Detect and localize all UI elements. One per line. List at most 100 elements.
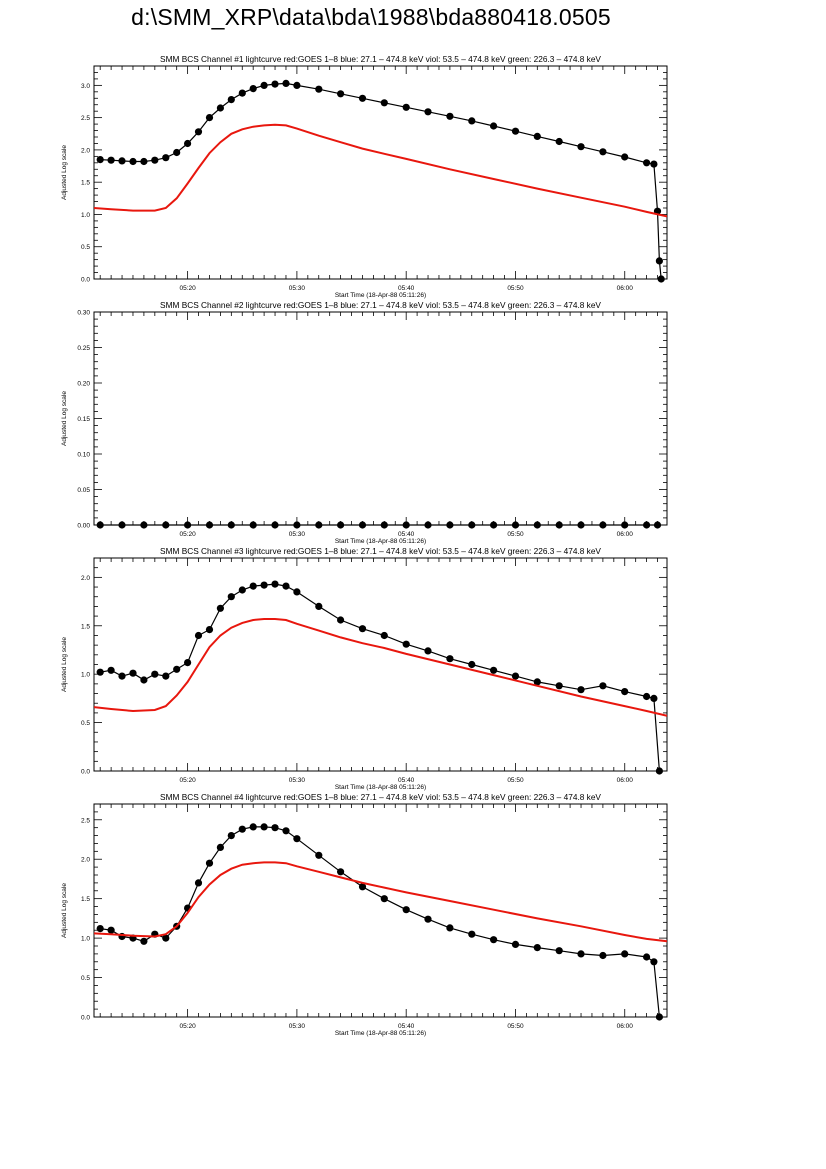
data-point [227, 832, 235, 840]
data-point [599, 148, 607, 156]
series-red [94, 618, 667, 717]
plot-frame [93, 803, 668, 1018]
data-point [511, 672, 520, 680]
y-tick-label: 1.0 [81, 212, 90, 219]
data-point [358, 94, 367, 102]
data-point [96, 668, 104, 676]
data-point [650, 958, 658, 966]
data-point [315, 521, 323, 529]
data-point [533, 521, 541, 529]
data-point [184, 521, 192, 529]
data-point [173, 665, 181, 673]
data-point [129, 669, 137, 677]
data-point [96, 925, 104, 933]
data-point [238, 586, 246, 594]
y-axis-label: Adjusted Log scale [61, 883, 68, 938]
data-point [657, 275, 665, 283]
y-axis-label: Adjusted Log scale [61, 391, 68, 446]
data-point [621, 521, 629, 529]
y-tick-label: 1.0 [81, 672, 90, 679]
data-point [118, 672, 126, 680]
data-point [271, 521, 279, 529]
data-point [490, 521, 498, 529]
data-point [249, 85, 257, 93]
y-tick-label: 0.5 [81, 244, 90, 251]
y-tick-label: 1.5 [81, 180, 90, 187]
x-tick-label: 06:00 [617, 531, 634, 538]
data-point [337, 90, 345, 98]
data-point [358, 625, 367, 633]
y-tick-label: 0.5 [81, 720, 90, 727]
data-point [655, 257, 664, 265]
series-black [96, 79, 665, 283]
data-point [107, 156, 115, 164]
data-point [282, 582, 290, 590]
data-point [650, 160, 658, 168]
y-tick-label: 2.0 [81, 857, 90, 864]
data-point [162, 934, 170, 942]
data-point [140, 676, 148, 684]
data-point [490, 666, 498, 674]
data-point [655, 767, 664, 775]
x-tick-label: 05:40 [398, 285, 415, 292]
data-point [271, 580, 279, 588]
data-point [249, 823, 257, 831]
data-point [118, 521, 126, 529]
x-tick-label: 05:50 [507, 777, 524, 784]
data-point [282, 827, 290, 835]
x-axis-label: Start Time (18-Apr-88 05:11:26) [335, 1030, 426, 1037]
series-line-black [100, 826, 660, 1018]
data-point [402, 906, 410, 914]
data-point [643, 521, 651, 529]
x-tick-label: 06:00 [617, 777, 634, 784]
data-point [315, 602, 323, 611]
data-point [249, 582, 257, 590]
data-point [380, 631, 388, 640]
data-point [380, 99, 388, 107]
series-line-red [94, 861, 667, 943]
data-point [621, 688, 629, 696]
data-point [337, 868, 345, 876]
data-point [653, 521, 662, 529]
data-point [140, 937, 148, 945]
data-point [402, 103, 410, 111]
data-point [205, 859, 214, 867]
series-line-red [94, 123, 667, 218]
data-point [293, 835, 301, 843]
y-tick-label: 0.15 [77, 416, 90, 423]
y-axis-label: Adjusted Log scale [61, 145, 68, 200]
data-point [249, 521, 257, 529]
data-point [511, 940, 520, 949]
data-point [337, 616, 345, 624]
data-point [151, 670, 159, 678]
x-tick-label: 05:20 [179, 777, 196, 784]
data-point [337, 521, 345, 529]
series-line-black [100, 82, 662, 280]
data-point [621, 950, 629, 958]
data-point [424, 521, 432, 529]
data-point [260, 581, 268, 589]
data-point [468, 660, 476, 669]
data-point [380, 895, 388, 903]
x-tick-label: 05:20 [179, 1023, 196, 1030]
data-point [599, 682, 607, 690]
data-point [555, 137, 563, 146]
data-point [173, 148, 181, 157]
data-point [260, 823, 268, 831]
x-tick-label: 05:50 [507, 285, 524, 292]
data-point [577, 950, 585, 958]
y-tick-label: 0.20 [77, 381, 90, 388]
data-point [227, 96, 235, 104]
data-point [599, 951, 607, 960]
data-point [205, 521, 214, 529]
data-point [424, 108, 432, 116]
x-tick-label: 05:20 [179, 285, 196, 292]
y-tick-label: 1.5 [81, 623, 90, 630]
chart-panel-1: SMM BCS Channel #1 lightcurve red:GOES 1… [61, 54, 668, 299]
data-point [162, 672, 170, 680]
x-axis-label: Start Time (18-Apr-88 05:11:26) [335, 292, 426, 299]
data-point [402, 640, 410, 648]
data-point [271, 824, 279, 832]
data-point [555, 947, 563, 955]
x-tick-label: 06:00 [617, 1023, 634, 1030]
